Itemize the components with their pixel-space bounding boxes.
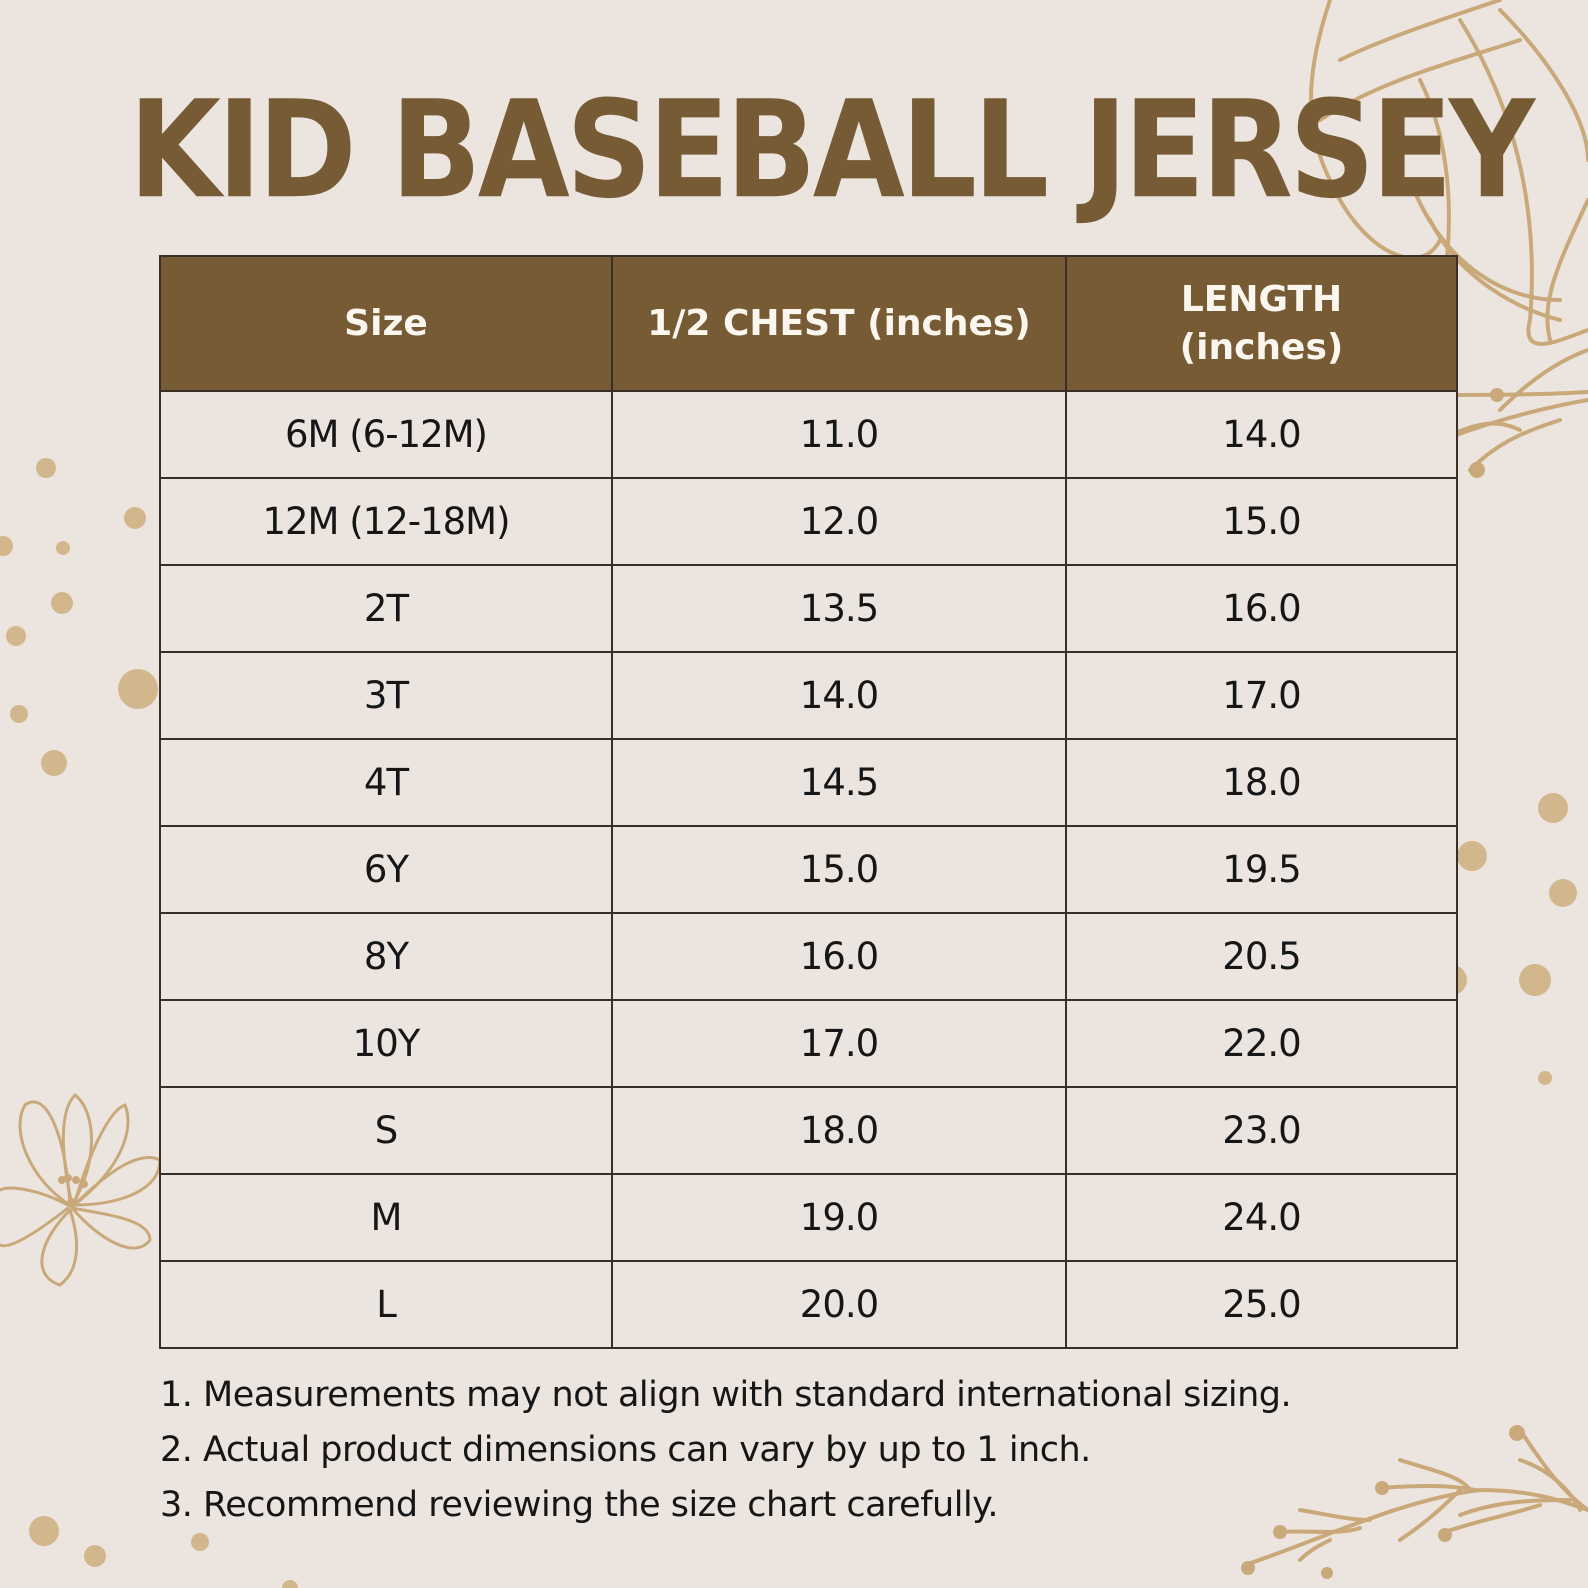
cell-half-chest: 19.0 [611,1173,1067,1262]
table-row: 4T 14.5 18.0 [159,738,1458,827]
header-half-chest: 1/2 CHEST (inches) [611,255,1067,392]
cell-size: L [159,1260,613,1349]
table-row: S 18.0 23.0 [159,1086,1458,1175]
decorative-dots-right [1437,793,1577,1085]
size-notes: 1. Measurements may not align with stand… [160,1370,1560,1535]
table-row: 6M (6-12M) 11.0 14.0 [159,390,1458,479]
cell-size: M [159,1173,613,1262]
size-chart-table: Size 1/2 CHEST (inches) LENGTH (inches) … [159,255,1458,1349]
flower-outline-icon-left [0,1093,162,1287]
cell-length: 16.0 [1065,564,1458,653]
cell-size: 12M (12-18M) [159,477,613,566]
cell-half-chest: 16.0 [611,912,1067,1001]
table-row: 12M (12-18M) 12.0 15.0 [159,477,1458,566]
table-row: 3T 14.0 17.0 [159,651,1458,740]
cell-length: 17.0 [1065,651,1458,740]
table-row: 8Y 16.0 20.5 [159,912,1458,1001]
cell-size: S [159,1086,613,1175]
cell-length: 15.0 [1065,477,1458,566]
cell-length: 19.5 [1065,825,1458,914]
note-1: 1. Measurements may not align with stand… [160,1375,1292,1415]
cell-length: 18.0 [1065,738,1458,827]
header-length: LENGTH (inches) [1065,255,1458,392]
cell-size: 6M (6-12M) [159,390,613,479]
cell-half-chest: 11.0 [611,390,1067,479]
cell-length: 24.0 [1065,1173,1458,1262]
cell-length: 14.0 [1065,390,1458,479]
table-header-row: Size 1/2 CHEST (inches) LENGTH (inches) [159,255,1458,392]
cell-half-chest: 17.0 [611,999,1067,1088]
cell-length: 20.5 [1065,912,1458,1001]
table-row: L 20.0 25.0 [159,1260,1458,1349]
table-row: M 19.0 24.0 [159,1173,1458,1262]
cell-size: 2T [159,564,613,653]
cell-size: 8Y [159,912,613,1001]
table-row: 6Y 15.0 19.5 [159,825,1458,914]
table-row: 10Y 17.0 22.0 [159,999,1458,1088]
cell-size: 10Y [159,999,613,1088]
cell-length: 25.0 [1065,1260,1458,1349]
note-2: 2. Actual product dimensions can vary by… [160,1430,1091,1470]
cell-half-chest: 20.0 [611,1260,1067,1349]
cell-half-chest: 14.0 [611,651,1067,740]
cell-half-chest: 15.0 [611,825,1067,914]
cell-size: 4T [159,738,613,827]
table-row: 2T 13.5 16.0 [159,564,1458,653]
header-size: Size [159,255,613,392]
cell-half-chest: 13.5 [611,564,1067,653]
page-title: KID BASEBALL JERSEY [128,71,1535,229]
cell-length: 22.0 [1065,999,1458,1088]
cell-length: 23.0 [1065,1086,1458,1175]
cell-size: 6Y [159,825,613,914]
cell-half-chest: 12.0 [611,477,1067,566]
cell-half-chest: 18.0 [611,1086,1067,1175]
cell-size: 3T [159,651,613,740]
note-3: 3. Recommend reviewing the size chart ca… [160,1485,999,1525]
cell-half-chest: 14.5 [611,738,1067,827]
